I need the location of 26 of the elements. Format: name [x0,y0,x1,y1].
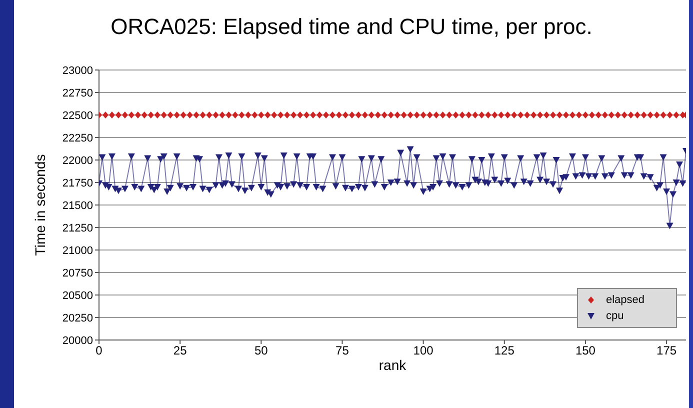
y-tick-label: 23000 [62,64,93,77]
legend-label: elapsed [606,293,645,308]
chart-title: ORCA025: Elapsed time and CPU time, per proc. [110,14,594,40]
x-tick-label: 75 [336,344,350,358]
y-tick-label: 20250 [62,312,93,324]
y-tick-label: 22500 [62,110,93,122]
x-tick-label: 25 [173,344,188,358]
y-tick-label: 21250 [62,222,93,234]
legend-label: cpu [606,309,624,324]
y-tick-label: 22000 [62,154,93,167]
x-tick-label: 0 [96,344,103,358]
x-tick-label: 150 [575,344,596,358]
y-tick-label: 22750 [62,87,93,100]
x-tick-label: 175 [656,344,677,358]
y-tick-label: 20500 [62,290,93,302]
y-tick-label: 20750 [62,267,93,280]
y-tick-label: 20000 [62,334,93,347]
x-axis-title: rank [378,357,408,373]
y-tick-label: 21000 [62,244,93,257]
x-tick-label: 100 [413,344,434,358]
y-tick-label: 22250 [62,132,93,144]
x-tick-label: 125 [494,344,515,358]
x-tick-label: 50 [254,344,268,358]
y-axis-title: Time in seconds [32,154,48,256]
y-tick-label: 21500 [62,200,93,212]
y-tick-label: 21750 [62,177,93,190]
